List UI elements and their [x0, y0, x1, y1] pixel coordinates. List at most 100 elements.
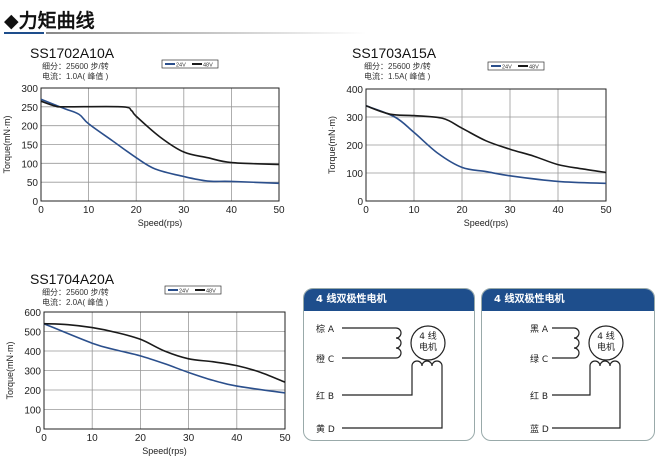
x-tick-label: 10	[87, 433, 99, 444]
series-line-24V	[43, 322, 286, 394]
wiring-panel-title: 4 线双极性电机	[482, 289, 654, 311]
section-title: 力矩曲线	[18, 10, 95, 32]
y-tick-label: 400	[346, 85, 363, 96]
y-tick-label: 150	[21, 141, 38, 152]
plot-frame	[365, 88, 607, 202]
motor-label: 4 线电机	[418, 332, 437, 353]
x-tick-label: 50	[600, 205, 612, 216]
y-axis-label: Torque(mN·m)	[5, 341, 15, 399]
chart-subtitle: 电流：1.5A( 峰值 )	[364, 71, 431, 81]
wire-label: 黄 D	[316, 425, 335, 435]
wire-label: 黑 A	[530, 325, 549, 335]
x-tick-label: 0	[41, 433, 47, 444]
legend-label: 24V	[502, 65, 512, 71]
motor-circle	[410, 325, 446, 361]
legend-box	[161, 59, 219, 69]
y-tick-label: 200	[24, 386, 41, 397]
legend-label: 24V	[179, 289, 189, 295]
wire-label: 蓝 D	[530, 425, 549, 435]
motor-circle	[588, 325, 624, 361]
wire-label: 绿 C	[530, 355, 549, 365]
x-axis-label: Speed(rps)	[464, 218, 509, 228]
x-axis-label: Speed(rps)	[142, 446, 187, 456]
series-line-24V	[40, 98, 280, 185]
y-tick-label: 0	[357, 197, 363, 208]
x-tick-label: 50	[279, 433, 291, 444]
chart-subtitle: 电流：2.0A( 峰值 )	[42, 297, 109, 307]
legend-label: 48V	[203, 63, 213, 69]
series-line-48V	[365, 105, 607, 174]
coil-b-d	[342, 360, 443, 429]
y-tick-label: 100	[346, 169, 363, 180]
coil-a-c	[342, 327, 402, 359]
x-tick-label: 0	[38, 205, 44, 216]
wiring-diagram	[342, 325, 446, 429]
plot-frame	[40, 87, 280, 202]
chart-subtitle: 细分：25600 步/转	[42, 287, 109, 297]
series-line-48V	[40, 100, 280, 166]
chart-subtitle: 细分：25600 步/转	[364, 61, 431, 71]
x-tick-label: 20	[456, 205, 468, 216]
y-axis-label: Torque(mN·m)	[327, 116, 337, 174]
x-tick-label: 50	[273, 205, 285, 216]
wiring-panel-2: 4 线双极性电机 4 线电机 黑 A 绿 C 红 B 蓝 D	[481, 288, 655, 441]
x-tick-label: 30	[178, 205, 190, 216]
x-axis-label: Speed(rps)	[138, 218, 183, 228]
chart-title: SS1704A20A	[30, 271, 115, 287]
y-tick-label: 300	[346, 113, 363, 124]
x-tick-label: 20	[131, 205, 143, 216]
wire-label: 红 B	[530, 392, 549, 402]
y-tick-label: 200	[346, 141, 363, 152]
y-axis-label: Torque(mN·m)	[2, 115, 12, 173]
x-tick-label: 20	[135, 433, 147, 444]
y-tick-label: 500	[24, 328, 41, 339]
legend-label: 48V	[206, 289, 216, 295]
legend-box	[487, 61, 545, 71]
x-tick-label: 0	[363, 205, 369, 216]
legend-label: 48V	[529, 65, 539, 71]
plot-frame	[43, 311, 286, 430]
chart-subtitle: 电流：1.0A( 峰值 )	[42, 71, 109, 81]
motor-label: 4 线电机	[596, 332, 615, 353]
x-tick-label: 10	[83, 205, 95, 216]
legend-box	[164, 285, 222, 295]
y-tick-label: 200	[21, 122, 38, 133]
x-tick-label: 40	[552, 205, 564, 216]
header-divider	[46, 32, 366, 34]
x-tick-label: 30	[183, 433, 195, 444]
chart-title: SS1703A15A	[352, 45, 437, 61]
wiring-panel-title: 4 线双极性电机	[304, 289, 474, 311]
wiring-diagram	[552, 325, 624, 429]
header-accent-line	[4, 32, 44, 34]
series-line-24V	[365, 105, 607, 185]
x-tick-label: 40	[226, 205, 238, 216]
y-tick-label: 600	[24, 308, 41, 319]
wire-label: 橙 C	[316, 355, 335, 365]
wiring-panel-1: 4 线双极性电机 4 线电机 棕 A 橙 C 红 B 黄 D	[303, 288, 475, 441]
y-tick-label: 100	[24, 406, 41, 417]
coil-a-c	[552, 327, 580, 359]
chart-title: SS1702A10A	[30, 45, 115, 61]
wire-label: 棕 A	[316, 325, 335, 335]
y-tick-label: 250	[21, 103, 38, 114]
y-tick-label: 50	[27, 178, 39, 189]
y-tick-label: 0	[35, 425, 41, 436]
y-tick-label: 400	[24, 347, 41, 358]
x-tick-label: 30	[504, 205, 516, 216]
x-tick-label: 40	[231, 433, 243, 444]
chart-subtitle: 细分：25600 步/转	[42, 61, 109, 71]
y-tick-label: 100	[21, 159, 38, 170]
y-tick-label: 300	[21, 84, 38, 95]
y-tick-label: 300	[24, 367, 41, 378]
series-line-48V	[43, 322, 286, 383]
diamond-bullet-icon: ◆	[4, 10, 19, 32]
legend-label: 24V	[176, 63, 186, 69]
y-tick-label: 0	[32, 197, 38, 208]
coil-b-d	[552, 360, 621, 429]
section-header: ◆力矩曲线	[4, 6, 95, 33]
